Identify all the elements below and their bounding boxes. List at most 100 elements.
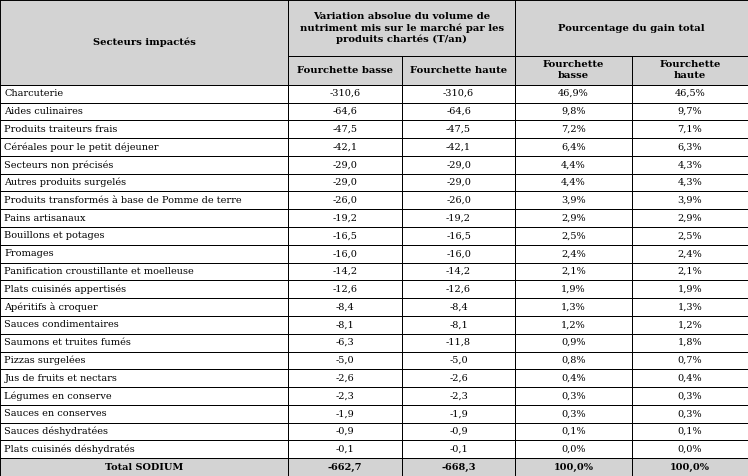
Bar [631,227,748,245]
Text: Secteurs impactés: Secteurs impactés [93,38,195,47]
Bar [288,387,402,405]
Text: 0,0%: 0,0% [561,445,586,454]
Text: -1,9: -1,9 [449,409,468,418]
Bar [402,280,515,298]
Text: 1,8%: 1,8% [678,338,702,347]
Bar [288,334,402,351]
Bar [515,440,631,458]
Text: -0,9: -0,9 [450,427,468,436]
Bar [631,174,748,191]
Text: -0,1: -0,1 [449,445,468,454]
Bar [515,387,631,405]
Text: 0,1%: 0,1% [561,427,586,436]
Text: 6,4%: 6,4% [561,142,586,151]
Bar [288,191,402,209]
Bar [402,120,515,138]
Text: 0,4%: 0,4% [678,374,702,383]
Text: -11,8: -11,8 [446,338,471,347]
Text: Fourchette
haute: Fourchette haute [659,60,720,80]
Bar [288,85,402,102]
Bar [402,209,515,227]
Bar [631,156,748,174]
Text: Sauces en conserves: Sauces en conserves [4,409,107,418]
Text: -6,3: -6,3 [335,338,355,347]
Text: Bouillons et potages: Bouillons et potages [4,231,105,240]
Bar [0,351,288,369]
Bar [288,405,402,423]
Bar [0,245,288,263]
Text: -8,1: -8,1 [335,320,355,329]
Text: Charcuterie: Charcuterie [4,89,64,98]
Bar [402,263,515,280]
Bar [288,458,402,476]
Bar [515,405,631,423]
Text: 4,3%: 4,3% [678,178,702,187]
Text: Fourchette basse: Fourchette basse [297,66,393,75]
Text: -29,0: -29,0 [332,178,358,187]
Bar [515,298,631,316]
Text: 2,5%: 2,5% [678,231,702,240]
Bar [0,263,288,280]
Text: 2,9%: 2,9% [678,214,702,223]
Bar [288,351,402,369]
Bar [0,440,288,458]
Bar [0,138,288,156]
Text: Panification croustillante et moelleuse: Panification croustillante et moelleuse [4,267,194,276]
Text: Variation absolue du volume de
nutriment mis sur le marché par les
produits char: Variation absolue du volume de nutriment… [300,12,503,44]
Text: -1,9: -1,9 [335,409,355,418]
Text: -0,1: -0,1 [335,445,355,454]
Text: 2,4%: 2,4% [561,249,586,258]
Bar [288,263,402,280]
Text: Pizzas surgelées: Pizzas surgelées [4,356,86,365]
Bar [402,423,515,440]
Text: -8,4: -8,4 [449,303,468,311]
Bar [515,351,631,369]
Text: Produits transformés à base de Pomme de terre: Produits transformés à base de Pomme de … [4,196,242,205]
Bar [0,156,288,174]
Bar [402,227,515,245]
Bar [0,227,288,245]
Text: 9,8%: 9,8% [561,107,586,116]
Text: 0,9%: 0,9% [561,338,586,347]
Text: Autres produits surgelés: Autres produits surgelés [4,178,126,187]
Bar [0,120,288,138]
Text: 100,0%: 100,0% [670,463,710,472]
Bar [631,316,748,334]
Bar [515,423,631,440]
Text: 0,0%: 0,0% [678,445,702,454]
Text: 100,0%: 100,0% [554,463,593,472]
Bar [0,458,288,476]
Bar [515,209,631,227]
Bar [631,245,748,263]
Bar [631,138,748,156]
Text: -64,6: -64,6 [332,107,358,116]
Text: 0,1%: 0,1% [678,427,702,436]
Bar [631,405,748,423]
Bar [631,423,748,440]
Bar [0,280,288,298]
Text: 2,5%: 2,5% [561,231,586,240]
Text: Sauces déshydratées: Sauces déshydratées [4,427,108,436]
Text: Fromages: Fromages [4,249,54,258]
Bar [515,156,631,174]
Bar [0,209,288,227]
Text: 0,4%: 0,4% [561,374,586,383]
Bar [0,102,288,120]
Bar [402,351,515,369]
Text: -47,5: -47,5 [446,125,471,134]
Bar [0,298,288,316]
Text: -14,2: -14,2 [332,267,358,276]
Bar [0,191,288,209]
Text: -26,0: -26,0 [332,196,358,205]
Bar [288,209,402,227]
Text: 0,3%: 0,3% [561,391,586,400]
Text: -8,1: -8,1 [449,320,468,329]
Text: 0,3%: 0,3% [678,409,702,418]
Bar [402,156,515,174]
Bar [631,369,748,387]
Text: 9,7%: 9,7% [678,107,702,116]
Text: 46,5%: 46,5% [675,89,705,98]
Bar [0,334,288,351]
Text: -310,6: -310,6 [329,89,361,98]
Text: -16,5: -16,5 [332,231,358,240]
